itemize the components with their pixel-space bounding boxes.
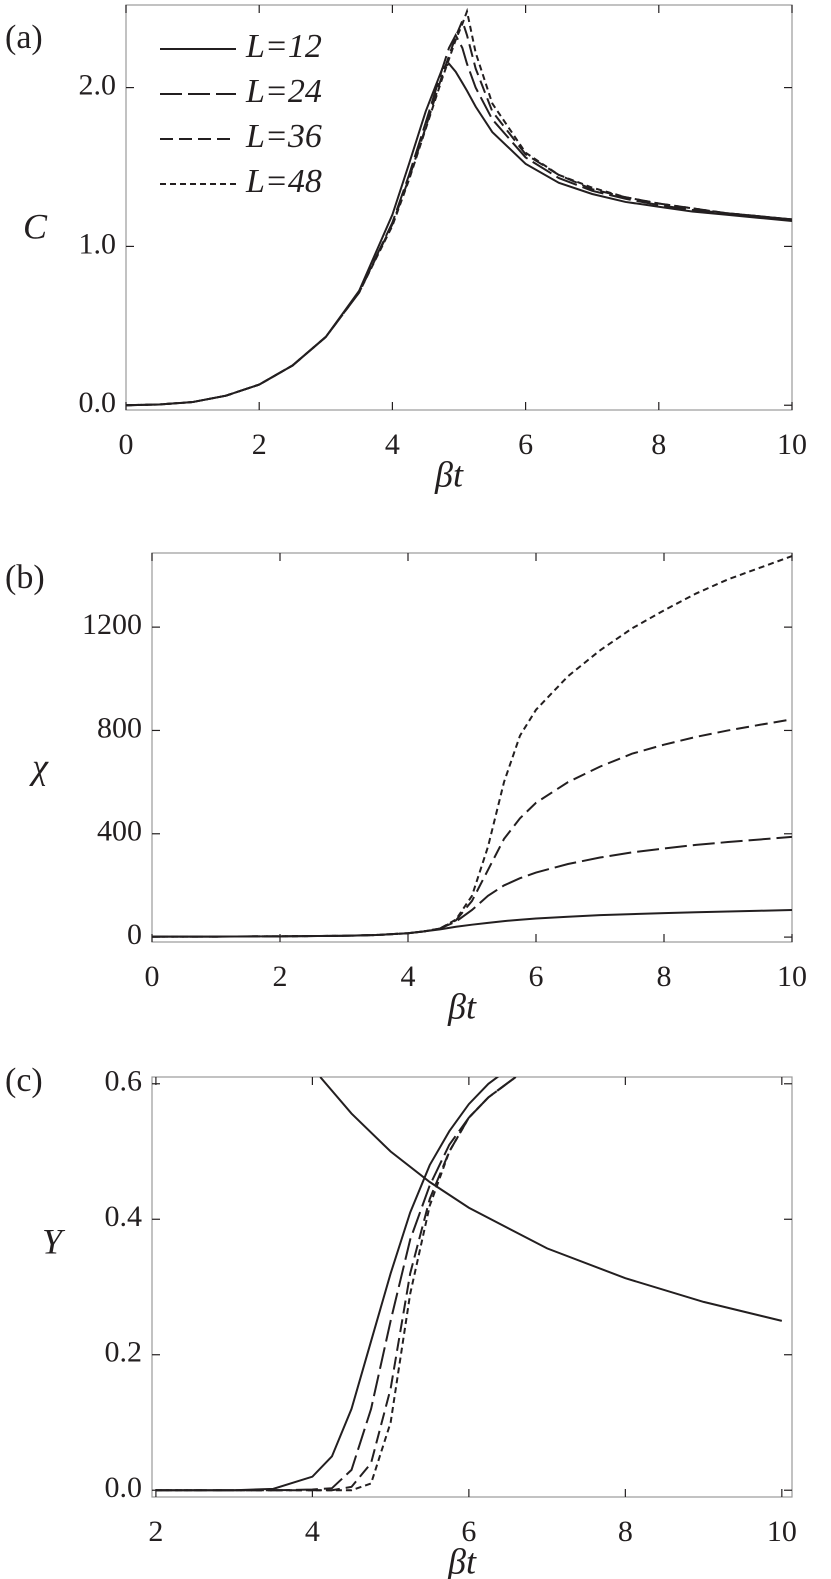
- x-axis-title: βt: [447, 1541, 477, 1579]
- data-line: [152, 835, 792, 938]
- x-tick-label: 8: [618, 1515, 633, 1548]
- y-tick-label: 0.6: [105, 1065, 143, 1098]
- x-tick-label: 6: [461, 1515, 476, 1548]
- y-axis-title: χ: [29, 746, 49, 786]
- data-line: [152, 908, 792, 938]
- x-tick-label: 10: [777, 428, 807, 461]
- y-tick-label: 2.0: [79, 68, 117, 101]
- x-tick-label: 0: [145, 960, 160, 993]
- data-line: [155, 1077, 500, 1492]
- y-tick-label: 0.0: [79, 386, 117, 419]
- legend-label: L=48: [245, 163, 322, 200]
- legend-label: L=12: [245, 28, 322, 65]
- data-line: [126, 7, 792, 407]
- data-line: [126, 33, 792, 407]
- data-line: [155, 1077, 517, 1492]
- plot-frame: [125, 4, 793, 411]
- plot-frame: [151, 552, 793, 943]
- x-tick-label: 2: [252, 428, 267, 461]
- data-line: [155, 1077, 517, 1492]
- panel-label: (b): [5, 559, 45, 596]
- plot-frame: [151, 1076, 793, 1498]
- x-tick-label: 10: [777, 960, 807, 993]
- y-tick-label: 400: [97, 815, 142, 848]
- y-tick-label: 0: [127, 918, 142, 951]
- x-tick-label: 4: [305, 1515, 320, 1548]
- x-axis-title: βt: [447, 986, 477, 1026]
- x-tick-label: 0: [119, 428, 134, 461]
- y-tick-label: 1.0: [79, 227, 117, 260]
- panel-label: (a): [5, 19, 43, 56]
- legend-label: L=24: [245, 73, 322, 110]
- y-tick-label: 0.4: [105, 1200, 143, 1233]
- x-tick-label: 10: [767, 1515, 797, 1548]
- data-line: [152, 718, 792, 938]
- x-tick-label: 2: [273, 960, 288, 993]
- data-line: [155, 1077, 517, 1492]
- x-tick-label: 6: [518, 428, 533, 461]
- y-axis-title: Y: [42, 1221, 66, 1261]
- x-tick-label: 8: [651, 428, 666, 461]
- y-tick-label: 800: [97, 711, 142, 744]
- y-tick-label: 0.0: [105, 1471, 143, 1504]
- y-tick-label: 1200: [82, 608, 142, 641]
- panel-label: (c): [5, 1062, 43, 1099]
- y-axis-title: C: [23, 206, 48, 246]
- legend-label: L=36: [245, 118, 322, 155]
- x-tick-label: 4: [385, 428, 400, 461]
- x-tick-label: 2: [148, 1515, 163, 1548]
- x-tick-label: 6: [529, 960, 544, 993]
- y-tick-label: 0.2: [105, 1336, 143, 1369]
- data-line: [152, 555, 792, 938]
- x-axis-title: βt: [434, 454, 464, 494]
- data-line: [126, 62, 792, 407]
- x-tick-label: 8: [657, 960, 672, 993]
- reference-line: [319, 1077, 783, 1322]
- x-tick-label: 4: [401, 960, 416, 993]
